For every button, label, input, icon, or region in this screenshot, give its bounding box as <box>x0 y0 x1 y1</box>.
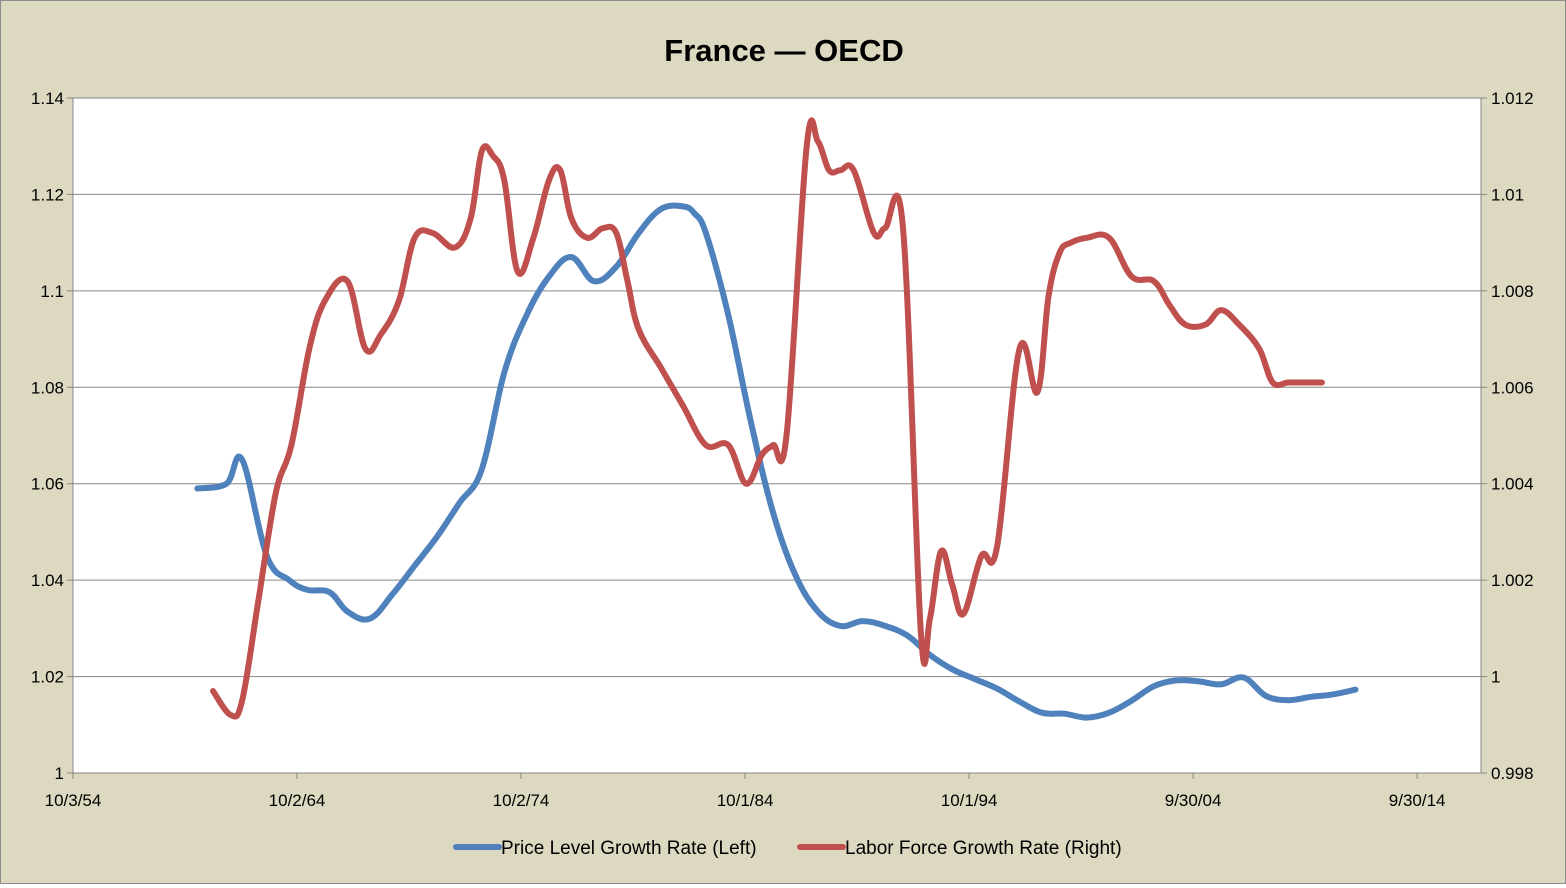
right-axis-tick-label: 0.998 <box>1491 764 1534 783</box>
legend-label: Price Level Growth Rate (Left) <box>501 838 757 859</box>
right-axis-tick-label: 1.006 <box>1491 378 1534 397</box>
left-axis-tick-label: 1.04 <box>31 571 64 590</box>
right-axis-tick-label: 1 <box>1491 668 1500 687</box>
right-axis-tick-label: 1.01 <box>1491 185 1524 204</box>
left-axis-tick-label: 1 <box>55 764 64 783</box>
x-axis-tick-label: 10/2/74 <box>493 791 550 810</box>
right-axis-tick-label: 1.004 <box>1491 475 1534 494</box>
x-axis-tick-label: 10/1/84 <box>717 791 774 810</box>
x-axis-tick-label: 9/30/04 <box>1165 791 1222 810</box>
right-axis-tick-label: 1.008 <box>1491 282 1534 301</box>
x-axis-tick-label: 10/2/64 <box>269 791 326 810</box>
legend-label: Labor Force Growth Rate (Right) <box>845 838 1122 859</box>
series-line-2 <box>210 117 1325 720</box>
plot-area <box>72 97 1482 774</box>
left-axis-tick-label: 1.08 <box>31 378 64 397</box>
left-axis-tick-label: 1.14 <box>31 89 64 108</box>
x-axis-tick-label: 10/3/54 <box>45 791 102 810</box>
gridlines <box>73 193 1481 678</box>
series-layer <box>194 117 1359 721</box>
x-axis-tick-label: 9/30/14 <box>1389 791 1446 810</box>
right-axis-tick-label: 1.002 <box>1491 571 1534 590</box>
left-axis-tick-label: 1.02 <box>31 668 64 687</box>
series-line-1 <box>194 202 1359 721</box>
x-axis-tick-label: 10/1/94 <box>941 791 998 810</box>
axes: 1 1.02 1.04 1.06 1.08 1.1 1.12 1.14 0.998 1 1.002 1… <box>31 89 1534 810</box>
right-axis-tick-label: 1.012 <box>1491 89 1534 108</box>
chart-title: France — OECD <box>664 33 903 68</box>
legend: Price Level Growth Rate (Left) Labor Forc… <box>453 838 1122 859</box>
left-axis-tick-label: 1.06 <box>31 475 64 494</box>
left-axis-tick-label: 1.12 <box>31 185 64 204</box>
left-axis-tick-label: 1.1 <box>40 282 64 301</box>
